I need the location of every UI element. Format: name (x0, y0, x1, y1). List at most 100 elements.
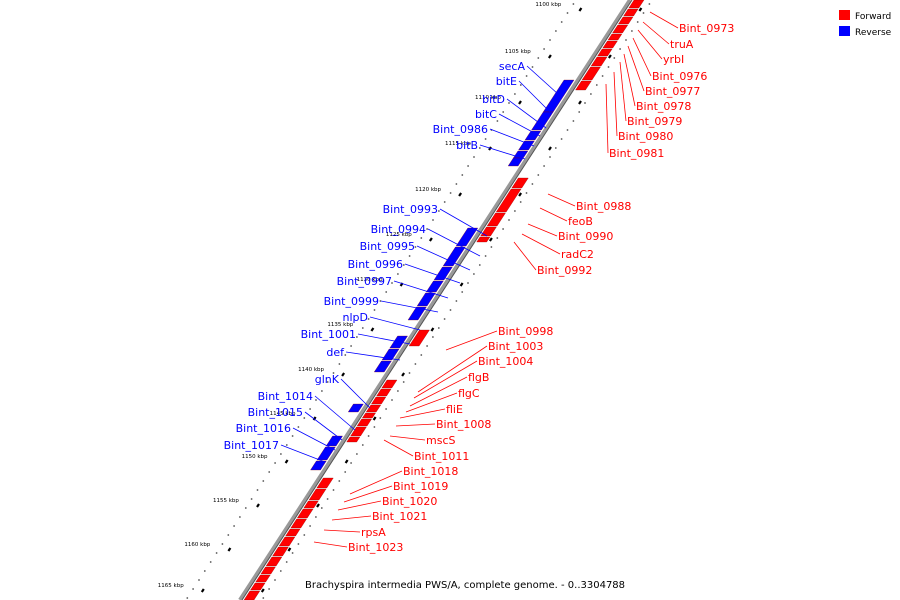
scale-dot (279, 570, 282, 572)
legend-reverse-label: Reverse (855, 28, 892, 38)
gene-label-bint-0977[interactable]: Bint_0977 (645, 85, 700, 98)
gene-label-bint-1017[interactable]: Bint_1017 (224, 439, 279, 452)
leader-line (627, 45, 645, 92)
gene-label-mscs[interactable]: mscS (426, 434, 455, 447)
leader-line (416, 245, 471, 271)
gene-label-flgc[interactable]: flgC (458, 387, 480, 400)
leader-line (405, 392, 458, 413)
scale-dot (537, 174, 540, 176)
gene-label-bint-0981[interactable]: Bint_0981 (609, 147, 664, 160)
gene-label-def[interactable]: def (326, 346, 345, 359)
tick-mark (459, 282, 464, 287)
gene-label-bint-1023[interactable]: Bint_1023 (348, 541, 403, 554)
gene-label-bint-1011[interactable]: Bint_1011 (414, 450, 469, 463)
gene-label-bint-1021[interactable]: Bint_1021 (372, 510, 427, 523)
leader-line (417, 345, 488, 393)
gene-label-bint-0986[interactable]: Bint_0986 (433, 123, 488, 136)
gene-label-bint-0997[interactable]: Bint_0997 (337, 275, 392, 288)
scale-dot (607, 66, 610, 68)
leader-line (304, 411, 343, 441)
forward-gene-block (303, 500, 319, 509)
scale-dot (239, 516, 241, 518)
forward-gene-block (597, 48, 613, 57)
gene-label-glnk[interactable]: glnK (315, 373, 340, 386)
tick-mark (518, 100, 522, 105)
scale-dot (361, 327, 364, 329)
gene-label-bitc[interactable]: bitC (475, 108, 497, 121)
gene-label-bint-1019[interactable]: Bint_1019 (393, 480, 448, 493)
gene-label-bint-1004[interactable]: Bint_1004 (478, 355, 533, 368)
gene-label-bint-0994[interactable]: Bint_0994 (371, 223, 426, 236)
gene-label-bint-0996[interactable]: Bint_0996 (348, 258, 403, 271)
gene-label-bint-1003[interactable]: Bint_1003 (488, 340, 543, 353)
gene-label-bint-0990[interactable]: Bint_0990 (558, 230, 613, 243)
tick-mark (316, 503, 320, 508)
gene-label-bint-1020[interactable]: Bint_1020 (382, 495, 437, 508)
scale-dot (543, 165, 545, 167)
reverse-gene-block (455, 227, 479, 247)
gene-label-bint-0988[interactable]: Bint_0988 (576, 200, 631, 213)
scale-dot (268, 588, 270, 590)
tick-label: 1150 kbp (242, 454, 268, 460)
gene-label-bint-1001[interactable]: Bint_1001 (301, 328, 356, 341)
gene-label-rpsa[interactable]: rpsA (361, 526, 386, 539)
gene-label-trua[interactable]: truA (670, 38, 694, 51)
leader-line (345, 351, 401, 361)
reverse-gene-block (425, 280, 444, 293)
gene-label-bite[interactable]: bitE (496, 75, 517, 88)
gene-label-radc2[interactable]: radC2 (561, 248, 594, 261)
scale-dot (455, 300, 458, 302)
scale-dot (262, 480, 265, 482)
gene-label-bitd[interactable]: bitD (482, 93, 505, 106)
gene-label-bint-0998[interactable]: Bint_0998 (498, 325, 553, 338)
scale-dot (256, 489, 259, 491)
scale-dot (578, 111, 581, 113)
gene-label-flgb[interactable]: flgB (468, 371, 489, 384)
forward-gene-block (381, 379, 398, 389)
gene-label-bint-1015[interactable]: Bint_1015 (248, 406, 303, 419)
gene-label-bint-1008[interactable]: Bint_1008 (436, 418, 491, 431)
gene-label-bint-1018[interactable]: Bint_1018 (403, 465, 458, 478)
gene-label-bint-0973[interactable]: Bint_0973 (679, 22, 734, 35)
forward-gene-block (255, 574, 271, 583)
tick-label: 1125 kbp (386, 232, 412, 238)
scale-dot (198, 579, 200, 581)
tick-mark (578, 100, 582, 105)
scale-dot (315, 516, 317, 518)
forward-gene-block (278, 536, 296, 547)
leader-line (649, 11, 679, 29)
gene-label-bint-0995[interactable]: Bint_0995 (360, 240, 415, 253)
gene-label-bitb[interactable]: bitB (456, 139, 478, 152)
gene-label-bint-0976[interactable]: Bint_0976 (652, 70, 707, 83)
scale-dot (315, 399, 317, 401)
tick-label: 1100 kbp (535, 2, 561, 8)
tick-mark (607, 54, 612, 59)
forward-gene-block (511, 177, 529, 189)
gene-label-bint-0999[interactable]: Bint_0999 (324, 295, 379, 308)
scale-dot (350, 345, 352, 347)
gene-label-flie[interactable]: fliE (446, 403, 463, 416)
forward-gene-labels: Bint_0973 truA yrbI Bint_0976 Bint_0977 Bint_… (313, 11, 734, 554)
scale-dot (221, 543, 224, 545)
forward-gene-block (612, 24, 629, 34)
gene-label-bint-0978[interactable]: Bint_0978 (636, 100, 691, 113)
gene-label-bint-0979[interactable]: Bint_0979 (627, 115, 682, 128)
gene-label-bint-1016[interactable]: Bint_1016 (236, 422, 291, 435)
leader-line (340, 378, 371, 409)
gene-label-bint-0993[interactable]: Bint_0993 (383, 203, 438, 216)
leader-line (521, 233, 561, 255)
scale-dot (326, 381, 329, 383)
scale-dot (397, 273, 399, 275)
gene-label-seca[interactable]: secA (499, 60, 526, 73)
gene-label-bint-1014[interactable]: Bint_1014 (258, 390, 313, 403)
gene-label-feob[interactable]: feoB (568, 215, 593, 228)
gene-label-bint-0992[interactable]: Bint_0992 (537, 264, 592, 277)
gene-label-bint-0980[interactable]: Bint_0980 (618, 130, 673, 143)
leader-line (498, 113, 541, 137)
gene-label-yrbi[interactable]: yrbI (663, 53, 684, 66)
gene-label-nlpd[interactable]: nlpD (343, 311, 368, 324)
scale-dot (519, 201, 522, 203)
scale-dot (233, 525, 236, 527)
scale-dot (209, 561, 212, 563)
leader-line (445, 330, 498, 351)
